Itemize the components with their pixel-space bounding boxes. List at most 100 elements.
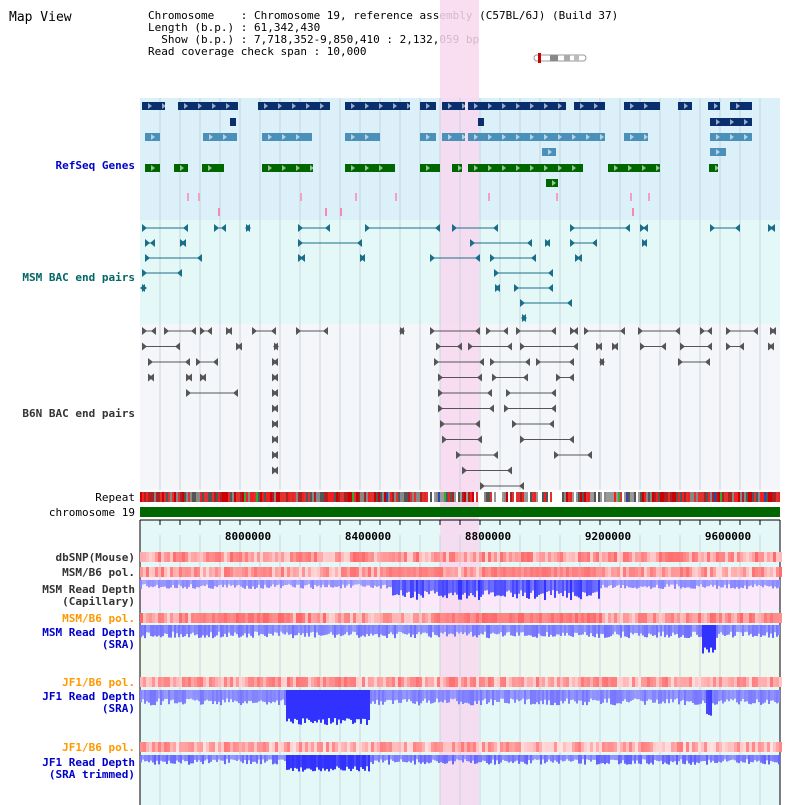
jf1-b6-pol-heat bbox=[293, 677, 296, 687]
gene-arrow bbox=[198, 103, 202, 109]
jf1-trimmed-depth bbox=[328, 755, 330, 772]
jf1-sra-depth bbox=[332, 690, 334, 723]
repeat-segment bbox=[440, 492, 442, 502]
repeat-segment bbox=[376, 492, 378, 502]
msm-b6-pol-heat bbox=[299, 613, 302, 623]
msm-b6-pol-heat bbox=[272, 613, 275, 623]
msm-capillary-depth bbox=[400, 580, 402, 591]
dbsnp-heat bbox=[569, 552, 572, 562]
repeat-segment bbox=[140, 492, 142, 502]
jf1-b6-pol-heat bbox=[758, 742, 761, 752]
msm-b6-pol-heat bbox=[413, 567, 416, 577]
jf1-trimmed-depth bbox=[518, 755, 520, 764]
jf1-trimmed-depth bbox=[404, 755, 406, 763]
msm-capillary-depth bbox=[254, 580, 256, 589]
dbsnp-heat bbox=[449, 552, 452, 562]
refseq-gene bbox=[730, 102, 752, 110]
jf1-b6-pol-heat bbox=[665, 677, 668, 687]
jf1-sra-depth bbox=[494, 690, 496, 701]
jf1-b6-pol-heat bbox=[479, 742, 482, 752]
refseq-gene bbox=[230, 118, 236, 126]
track-label-jf1-depth-trim[interactable]: JF1 Read Depth (SRA trimmed) bbox=[42, 756, 135, 781]
jf1-trimmed-depth bbox=[152, 755, 154, 763]
jf1-b6-pol-heat bbox=[719, 677, 722, 687]
msm-capillary-depth bbox=[482, 580, 484, 595]
repeat-segment bbox=[178, 492, 180, 502]
msm-capillary-depth bbox=[216, 580, 218, 588]
jf1-sra-depth bbox=[148, 690, 150, 703]
track-label-refseq[interactable]: RefSeq Genes bbox=[55, 159, 135, 172]
dbsnp-heat bbox=[341, 552, 344, 562]
msm-sra-depth bbox=[636, 625, 638, 634]
msm-b6-pol-heat bbox=[629, 567, 632, 577]
track-label-msm-b6-pol-2[interactable]: MSM/B6 pol. bbox=[62, 612, 135, 625]
track-label-jf1-b6-pol-1[interactable]: JF1/B6 pol. bbox=[62, 676, 135, 689]
jf1-sra-depth bbox=[394, 690, 396, 701]
msm-b6-pol-heat bbox=[686, 567, 689, 577]
jf1-sra-depth bbox=[734, 690, 736, 699]
track-label-b6n-bac[interactable]: B6N BAC end pairs bbox=[22, 407, 135, 420]
track-label-dbsnp[interactable]: dbSNP(Mouse) bbox=[55, 551, 135, 564]
jf1-sra-depth bbox=[450, 690, 452, 699]
msm-sra-depth bbox=[166, 625, 168, 634]
repeat-segment bbox=[608, 492, 610, 502]
jf1-b6-pol-heat bbox=[233, 677, 236, 687]
repeat-segment bbox=[222, 492, 224, 502]
jf1-trimmed-depth bbox=[676, 755, 678, 765]
jf1-sra-depth bbox=[524, 690, 526, 705]
msm-sra-depth bbox=[218, 625, 220, 632]
msm-b6-pol-heat bbox=[512, 613, 515, 623]
jf1-trimmed-depth bbox=[336, 755, 338, 767]
msm-sra-depth bbox=[704, 625, 706, 648]
gene-arrow bbox=[586, 134, 590, 140]
jf1-b6-pol-heat bbox=[596, 677, 599, 687]
chromosome-ideogram[interactable] bbox=[532, 53, 588, 63]
track-label-jf1-b6-pol-2[interactable]: JF1/B6 pol. bbox=[62, 741, 135, 754]
jf1-trimmed-depth bbox=[372, 755, 374, 764]
msm-sra-depth bbox=[608, 625, 610, 638]
jf1-b6-pol-heat bbox=[431, 677, 434, 687]
dbsnp-heat bbox=[347, 552, 350, 562]
dbsnp-heat bbox=[401, 552, 404, 562]
jf1-sra-depth bbox=[374, 690, 376, 704]
msm-sra-depth bbox=[484, 625, 486, 632]
repeat-segment bbox=[304, 492, 306, 502]
msm-capillary-depth bbox=[678, 580, 680, 587]
track-label-msm-bac[interactable]: MSM BAC end pairs bbox=[22, 271, 135, 284]
track-label-msm-depth-sra[interactable]: MSM Read Depth (SRA) bbox=[42, 626, 135, 651]
repeat-segment bbox=[388, 492, 390, 502]
msm-b6-pol-heat bbox=[332, 613, 335, 623]
track-label-msm-depth-cap[interactable]: MSM Read Depth (Capillary) bbox=[42, 583, 135, 608]
repeat-segment bbox=[288, 492, 290, 502]
msm-b6-pol-heat bbox=[626, 567, 629, 577]
msm-b6-pol-heat bbox=[560, 613, 563, 623]
repeat-segment bbox=[558, 492, 560, 502]
track-label-chrom[interactable]: chromosome 19 bbox=[48, 506, 135, 519]
jf1-sra-depth bbox=[722, 690, 724, 704]
track-label-jf1-depth-sra[interactable]: JF1 Read Depth (SRA) bbox=[42, 690, 135, 715]
msm-sra-depth bbox=[216, 625, 218, 636]
jf1-trimmed-depth bbox=[284, 755, 286, 762]
msm-sra-depth bbox=[454, 625, 456, 637]
msm-b6-pol-heat bbox=[701, 613, 704, 623]
msm-b6-pol-heat bbox=[194, 613, 197, 623]
msm-sra-depth bbox=[322, 625, 324, 636]
jf1-b6-pol-heat bbox=[758, 677, 761, 687]
jf1-trimmed-depth bbox=[694, 755, 696, 765]
jf1-b6-pol-heat bbox=[779, 742, 782, 752]
repeat-segment bbox=[444, 492, 446, 502]
dbsnp-heat bbox=[686, 552, 689, 562]
b6n-bac-pair-end bbox=[705, 358, 710, 366]
track-label-repeat[interactable]: Repeat bbox=[95, 491, 135, 504]
jf1-trimmed-depth bbox=[606, 755, 608, 763]
jf1-trimmed-depth bbox=[556, 755, 558, 762]
track-label-msm-b6-pol-1[interactable]: MSM/B6 pol. bbox=[62, 566, 135, 579]
msm-b6-pol-heat bbox=[170, 567, 173, 577]
jf1-sra-depth bbox=[310, 690, 312, 722]
repeat-segment bbox=[492, 492, 494, 502]
jf1-trimmed-depth bbox=[774, 755, 776, 763]
b6n-bac-pair-end bbox=[323, 327, 328, 335]
gene-arrow bbox=[630, 134, 634, 140]
msm-b6-pol-heat bbox=[152, 567, 155, 577]
